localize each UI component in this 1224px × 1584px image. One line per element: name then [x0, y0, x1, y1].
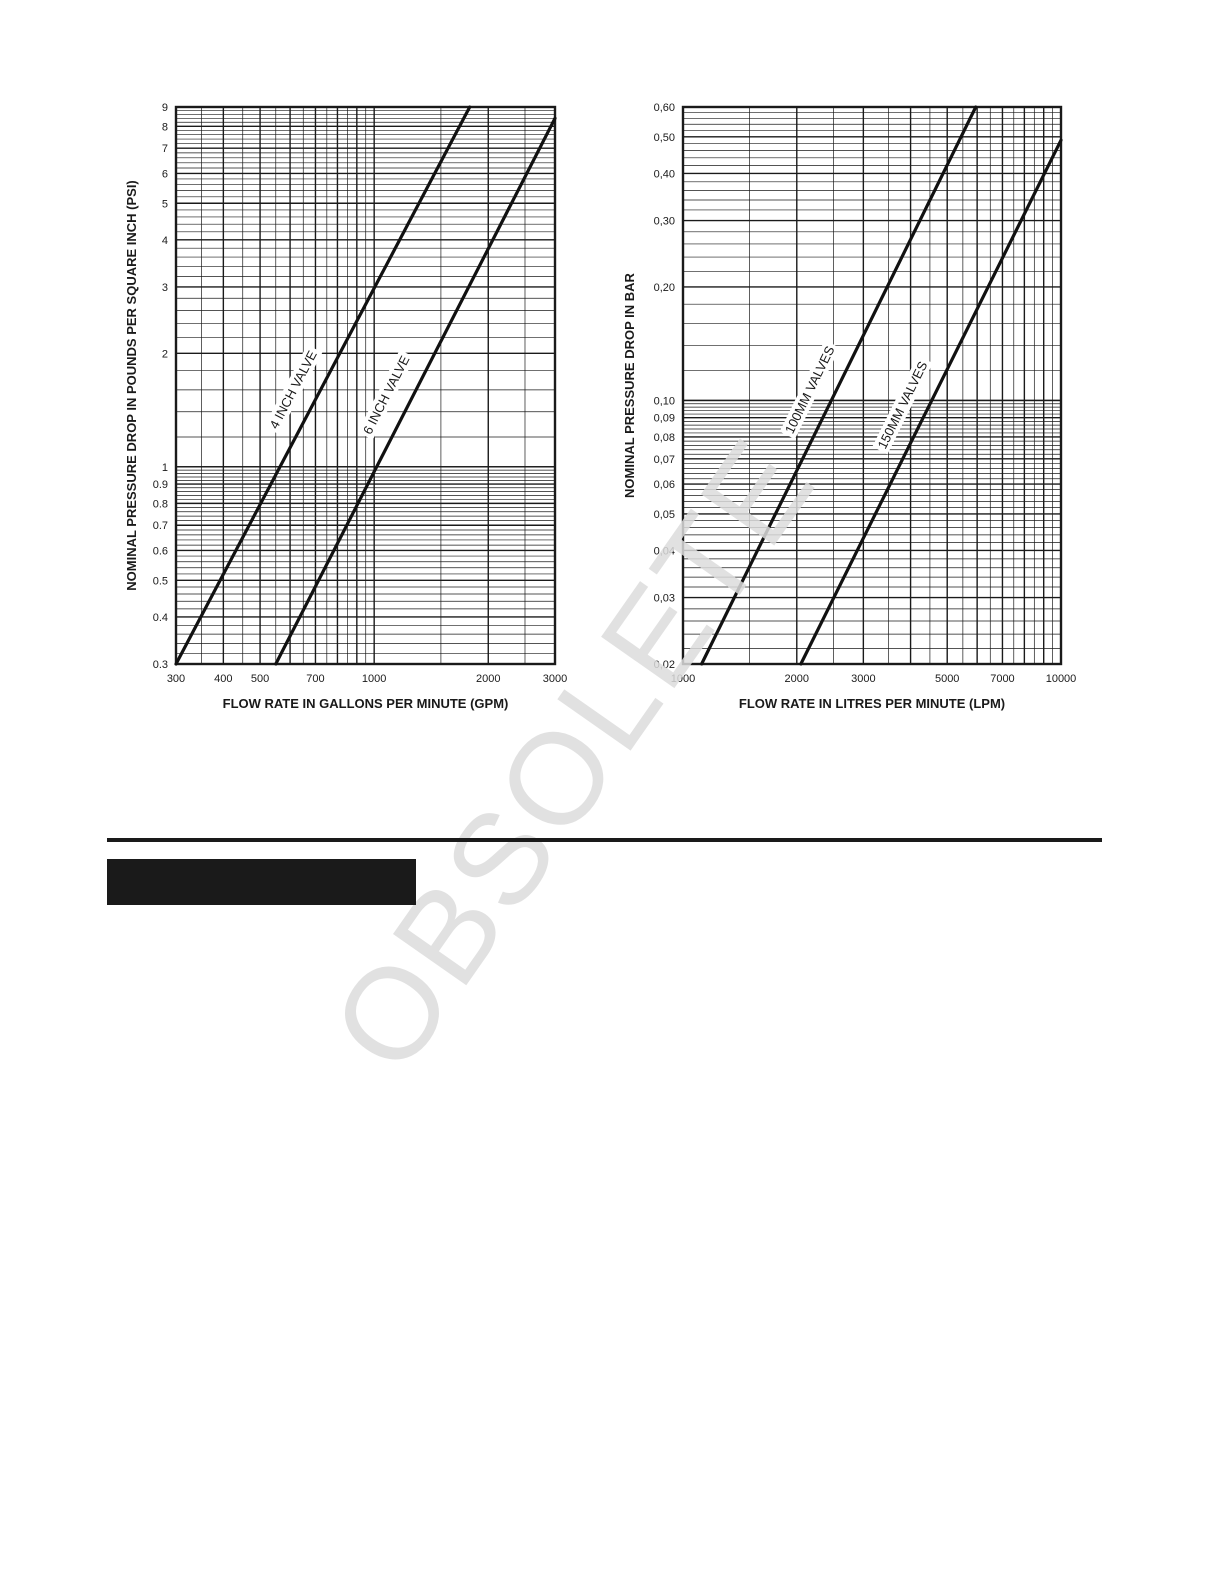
series-label: 6 INCH VALVE [360, 353, 413, 437]
y-tick-label: 0.5 [153, 575, 168, 587]
x-tick-label: 2000 [785, 673, 809, 685]
y-tick-label: 0,04 [654, 545, 675, 557]
grid-lines [175, 106, 556, 665]
series-line [274, 116, 557, 666]
y-tick-label: 0,06 [654, 479, 675, 491]
x-tick-label: 5000 [935, 673, 959, 685]
x-tick-label: 300 [167, 673, 185, 685]
y-tick-label: 2 [162, 348, 168, 360]
y-tick-label: 6 [162, 168, 168, 180]
section-header-bar [107, 859, 416, 905]
y-tick-label: 7 [162, 143, 168, 155]
x-axis-title: FLOW RATE IN GALLONS PER MINUTE (GPM) [223, 696, 509, 711]
y-tick-label: 0.4 [153, 612, 168, 624]
plot-frame [681, 105, 1063, 666]
x-tick-label: 1000 [671, 673, 695, 685]
y-tick-label: 0,30 [654, 216, 675, 228]
y-tick-label: 4 [162, 235, 168, 247]
x-tick-label: 7000 [990, 673, 1014, 685]
y-tick-label: 0,03 [654, 593, 675, 605]
series-line [799, 138, 1063, 666]
y-tick-label: 0,10 [654, 395, 675, 407]
y-tick-label: 0,50 [654, 132, 675, 144]
series-line [174, 105, 472, 666]
x-tick-label: 500 [251, 673, 269, 685]
x-tick-label: 3000 [543, 673, 567, 685]
y-tick-label: 0,05 [654, 509, 675, 521]
series-label: 100MM VALVES [782, 343, 838, 436]
y-tick-label: 0,08 [654, 432, 675, 444]
y-tick-label: 0,60 [654, 102, 675, 114]
section-divider [107, 838, 1102, 842]
y-tick-label: 0.7 [153, 520, 168, 532]
series-label-background [264, 344, 323, 435]
y-tick-label: 3 [162, 282, 168, 294]
y-tick-label: 8 [162, 121, 168, 133]
x-tick-label: 700 [306, 673, 324, 685]
x-tick-label: 1000 [362, 673, 386, 685]
series-line [700, 105, 978, 666]
x-tick-label: 3000 [851, 673, 875, 685]
plot-frame [174, 105, 557, 666]
y-tick-label: 0.9 [153, 479, 168, 491]
obsolete-watermark: OBSOLETE [303, 412, 843, 1096]
x-tick-label: 400 [214, 673, 232, 685]
chart-2: 1000 2000 3000 5000 7000 10000 0,02 0,03 0,04 0,0… [622, 102, 1076, 711]
y-tick-label: 0,09 [654, 413, 675, 425]
chart-1: 300 400 500 700 1000 2000 3000 0.3 0.4 0.5 0.6 0.7 0… [124, 102, 567, 711]
series-label-background [779, 340, 840, 440]
series-label-background [872, 355, 933, 455]
y-tick-label: 0,07 [654, 454, 675, 466]
y-axis-title: NOMINAL PRESSURE DROP IN BAR [622, 272, 637, 497]
x-tick-label: 10000 [1046, 673, 1077, 685]
x-tick-label: 2000 [476, 673, 500, 685]
y-axis-title: NOMINAL PRESSURE DROP IN POUNDS PER SQUA… [124, 180, 139, 591]
y-tick-label: 1 [162, 462, 168, 474]
series-label-background [357, 349, 415, 440]
x-axis-title: FLOW RATE IN LITRES PER MINUTE (LPM) [739, 696, 1005, 711]
y-tick-label: 9 [162, 102, 168, 114]
y-tick-label: 0.3 [153, 659, 168, 671]
y-tick-label: 0,20 [654, 282, 675, 294]
y-tick-label: 0,40 [654, 168, 675, 180]
y-tick-label: 0.6 [153, 545, 168, 557]
y-tick-label: 0,02 [654, 659, 675, 671]
y-tick-label: 0.8 [153, 498, 168, 510]
y-tick-label: 5 [162, 198, 168, 210]
